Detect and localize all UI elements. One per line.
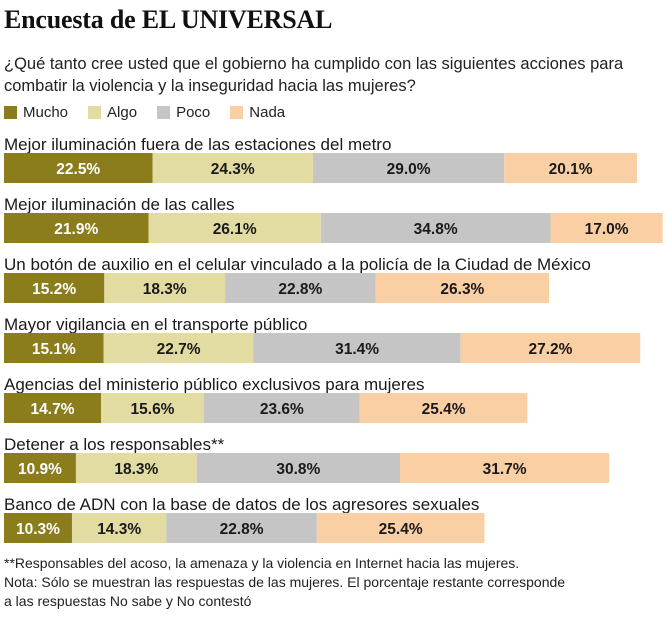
data-label-algo: 26.1%: [213, 221, 257, 238]
bar-segment-nada: [375, 273, 550, 303]
data-label-poco: 29.0%: [387, 161, 431, 178]
bar-row-3: Un botón de auxilio en el celular vincul…: [4, 255, 591, 303]
bar-segment-algo: [75, 453, 197, 483]
legend-swatch-mucho: [4, 105, 17, 119]
bar-segment-nada: [359, 393, 528, 423]
data-label-poco: 22.8%: [278, 281, 322, 298]
bar-row-7: Banco de ADN con la base de datos de los…: [4, 495, 485, 543]
legend-item-nada: Nada: [230, 104, 285, 121]
bar-segment-poco: [312, 153, 505, 183]
legend-swatch-poco: [157, 105, 171, 119]
legend-label-mucho: Mucho: [23, 103, 69, 121]
legend-label-poco: Poco: [176, 103, 211, 121]
bar-segment-mucho: [4, 153, 153, 183]
data-label-nada: 20.1%: [549, 161, 593, 178]
data-label-mucho: 14.7%: [31, 401, 75, 418]
data-label-algo: 15.6%: [131, 401, 175, 418]
data-label-mucho: 10.3%: [16, 521, 60, 538]
data-label-poco: 34.8%: [414, 221, 458, 238]
legend-label-algo: Algo: [107, 103, 138, 121]
bar-segment-mucho: [4, 333, 104, 363]
category-label: Banco de ADN con la base de datos de los…: [4, 495, 479, 514]
bar-segment-mucho: [4, 393, 102, 423]
data-label-poco: 23.6%: [260, 401, 304, 418]
legend-item-algo: Algo: [88, 104, 137, 121]
bar-segment-algo: [148, 213, 321, 243]
data-label-algo: 24.3%: [211, 161, 255, 178]
bar-segment-nada: [504, 153, 637, 183]
data-label-mucho: 10.9%: [18, 461, 62, 478]
data-label-algo: 18.3%: [114, 461, 158, 478]
bar-row-4: Mayor vigilancia en el transporte públic…: [4, 315, 641, 363]
legend-item-mucho: Mucho: [4, 104, 68, 121]
legend: Mucho Algo Poco Nada: [4, 102, 305, 122]
legend-label-nada: Nada: [249, 103, 286, 121]
legend-swatch-nada: [230, 105, 244, 119]
category-label: Detener a los responsables**: [4, 435, 225, 454]
data-label-nada: 17.0%: [585, 221, 629, 238]
bar-segment-poco: [320, 213, 551, 243]
data-label-mucho: 21.9%: [54, 221, 98, 238]
bar-row-1: Mejor iluminación fuera de las estacione…: [4, 135, 637, 183]
data-label-algo: 14.3%: [97, 521, 141, 538]
bar-row-5: Agencias del ministerio público exclusiv…: [4, 375, 528, 423]
stacked-bar-chart: Mejor iluminación fuera de las estacione…: [4, 135, 663, 543]
data-label-mucho: 15.2%: [32, 281, 76, 298]
footnote-nota-line-2: a las respuestas No sabe y No contestó: [4, 593, 252, 609]
category-label: Mejor iluminación fuera de las estacione…: [4, 135, 391, 154]
data-label-mucho: 15.1%: [32, 341, 76, 358]
bar-segment-algo: [152, 153, 313, 183]
chart-title: Encuesta de EL UNIVERSAL: [4, 5, 333, 34]
data-label-nada: 25.4%: [379, 521, 423, 538]
data-label-nada: 27.2%: [529, 341, 573, 358]
bar-segment-algo: [101, 393, 204, 423]
data-label-nada: 31.7%: [483, 461, 527, 478]
data-label-mucho: 22.5%: [56, 161, 100, 178]
bar-segment-poco: [225, 273, 376, 303]
legend-swatch-algo: [88, 105, 102, 119]
data-label-nada: 26.3%: [440, 281, 484, 298]
data-label-nada: 25.4%: [422, 401, 466, 418]
data-label-poco: 30.8%: [276, 461, 320, 478]
bar-segment-mucho: [4, 513, 72, 543]
bar-segment-nada: [460, 333, 641, 363]
category-label: Un botón de auxilio en el celular vincul…: [4, 255, 591, 274]
data-label-poco: 22.8%: [220, 521, 264, 538]
bar-segment-nada: [550, 213, 663, 243]
bar-segment-mucho: [4, 453, 76, 483]
bar-segment-nada: [316, 513, 485, 543]
footnote-responsables: **Responsables del acoso, la amenaza y l…: [4, 555, 520, 571]
bar-row-6: Detener a los responsables** 10.9% 18.3% 30…: [4, 435, 610, 483]
category-label: Agencias del ministerio público exclusiv…: [4, 375, 424, 394]
bar-segment-algo: [104, 273, 226, 303]
bar-segment-poco: [166, 513, 317, 543]
bar-segment-poco: [253, 333, 461, 363]
bar-segment-mucho: [4, 213, 149, 243]
footnotes: **Responsables del acoso, la amenaza y l…: [4, 554, 664, 611]
legend-item-poco: Poco: [157, 104, 210, 121]
survey-question: ¿Qué tanto cree usted que el gobierno ha…: [4, 55, 624, 95]
data-label-poco: 31.4%: [335, 341, 379, 358]
data-label-algo: 18.3%: [143, 281, 187, 298]
bar-segment-nada: [400, 453, 610, 483]
bar-segment-algo: [71, 513, 167, 543]
bar-segment-poco: [203, 393, 360, 423]
category-label: Mejor iluminación de las calles: [4, 195, 235, 214]
bar-segment-mucho: [4, 273, 105, 303]
category-label: Mayor vigilancia en el transporte públic…: [4, 315, 307, 334]
bar-segment-poco: [196, 453, 400, 483]
bar-row-2: Mejor iluminación de las calles 21.9% 26.1…: [4, 195, 663, 243]
footnote-nota-line-1: Nota: Sólo se muestran las respuestas de…: [4, 574, 566, 590]
data-label-algo: 22.7%: [157, 341, 201, 358]
bar-segment-algo: [103, 333, 254, 363]
